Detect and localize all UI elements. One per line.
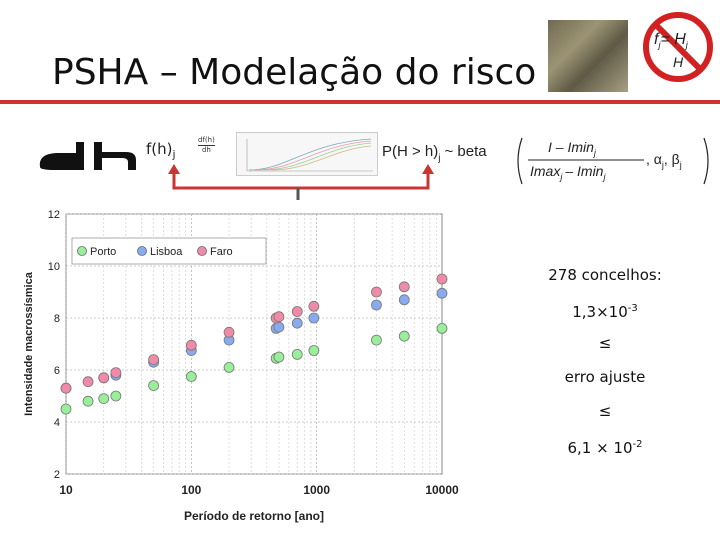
fh-label: f(h)j — [146, 140, 176, 161]
data-point — [98, 393, 110, 405]
svg-text:Imaxj– Iminj: Imaxj – Iminj — [530, 163, 606, 182]
curves-thumbnail — [236, 132, 378, 176]
data-point — [185, 339, 197, 351]
legend-label: Porto — [90, 246, 116, 258]
notes-line-2: 1,3×10-3 — [572, 303, 638, 321]
y-tick-label: 6 — [54, 365, 60, 377]
data-point — [148, 380, 160, 392]
data-point — [273, 351, 285, 363]
data-point — [223, 361, 235, 373]
data-point — [110, 367, 122, 379]
y-axis-label: Intensidade macrossísmica — [23, 271, 35, 416]
y-tick-label: 12 — [48, 209, 60, 221]
hazard-scatter-chart: 2 4 6 8 10 12 10 100 1000 10000 Período de retorno… — [23, 209, 459, 523]
derivative-fraction: df(h) dh — [198, 136, 215, 154]
notes-line-4: erro ajuste — [564, 368, 646, 386]
x-tick-label: 10000 — [425, 483, 459, 497]
data-point — [273, 321, 285, 333]
data-point — [436, 273, 448, 285]
data-point — [436, 322, 448, 334]
data-point — [308, 312, 320, 324]
x-tick-label: 10 — [59, 483, 73, 497]
legend-label: Lisboa — [150, 246, 183, 258]
data-point — [82, 376, 94, 388]
data-point — [308, 345, 320, 356]
notes-line-1: 278 concelhos: — [548, 266, 662, 284]
data-point — [148, 354, 160, 366]
data-point — [110, 390, 122, 402]
data-point — [82, 395, 94, 407]
notes-panel: 278 concelhos: 1,3×10-3 ≤ erro ajuste ≤ … — [520, 258, 690, 462]
notes-line-5: ≤ — [598, 402, 612, 420]
svg-text:, αj, βj: , αj, βj — [646, 151, 682, 170]
data-point — [273, 311, 285, 323]
data-point — [436, 287, 448, 299]
legend-marker — [137, 246, 147, 256]
y-tick-label: 2 — [54, 469, 60, 481]
connector-bracket — [168, 164, 434, 200]
data-point — [223, 326, 235, 338]
x-tick-label: 100 — [181, 483, 201, 497]
data-point — [291, 317, 303, 329]
data-point — [398, 281, 410, 293]
legend-label: Faro — [210, 246, 233, 258]
landscape-photo — [548, 20, 628, 92]
y-tick-label: 8 — [54, 313, 60, 325]
legend-marker — [197, 246, 207, 256]
x-tick-label: 1000 — [303, 483, 330, 497]
data-point — [308, 300, 320, 312]
data-point — [60, 403, 72, 415]
data-point — [291, 348, 303, 360]
data-point — [371, 334, 382, 346]
data-point — [98, 372, 110, 384]
data-point — [371, 299, 382, 311]
hazard-logo: fj= Hj H — [643, 12, 713, 82]
data-point — [371, 286, 382, 298]
svg-text:I – Iminj: I – Iminj — [548, 139, 597, 158]
y-tick-label: 10 — [48, 261, 60, 273]
slide-title: PSHA – Modelação do risco — [52, 52, 537, 93]
y-tick-label: 4 — [54, 417, 60, 429]
notes-line-3: ≤ — [598, 334, 612, 352]
dh-glyph-graphic — [39, 142, 136, 170]
legend-box — [71, 237, 267, 265]
data-point — [185, 371, 197, 382]
data-point — [60, 382, 72, 394]
notes-line-6: 6,1 × 10-2 — [567, 439, 643, 457]
x-axis-label: Período de retorno [ano] — [184, 509, 324, 523]
title-underline — [0, 100, 720, 104]
svg-text:P(H > h)j~ beta: P(H > h)j ~ beta — [382, 143, 487, 164]
beta-formula: P(H > h)j ~ beta I – Iminj Imaxj – Iminj ,… — [382, 137, 709, 185]
logo-top-text: fj= Hj — [654, 31, 689, 50]
data-point — [398, 294, 410, 306]
data-point — [398, 330, 410, 342]
data-point — [291, 306, 303, 317]
logo-bottom-text: H — [673, 54, 684, 70]
legend-marker — [77, 246, 87, 256]
